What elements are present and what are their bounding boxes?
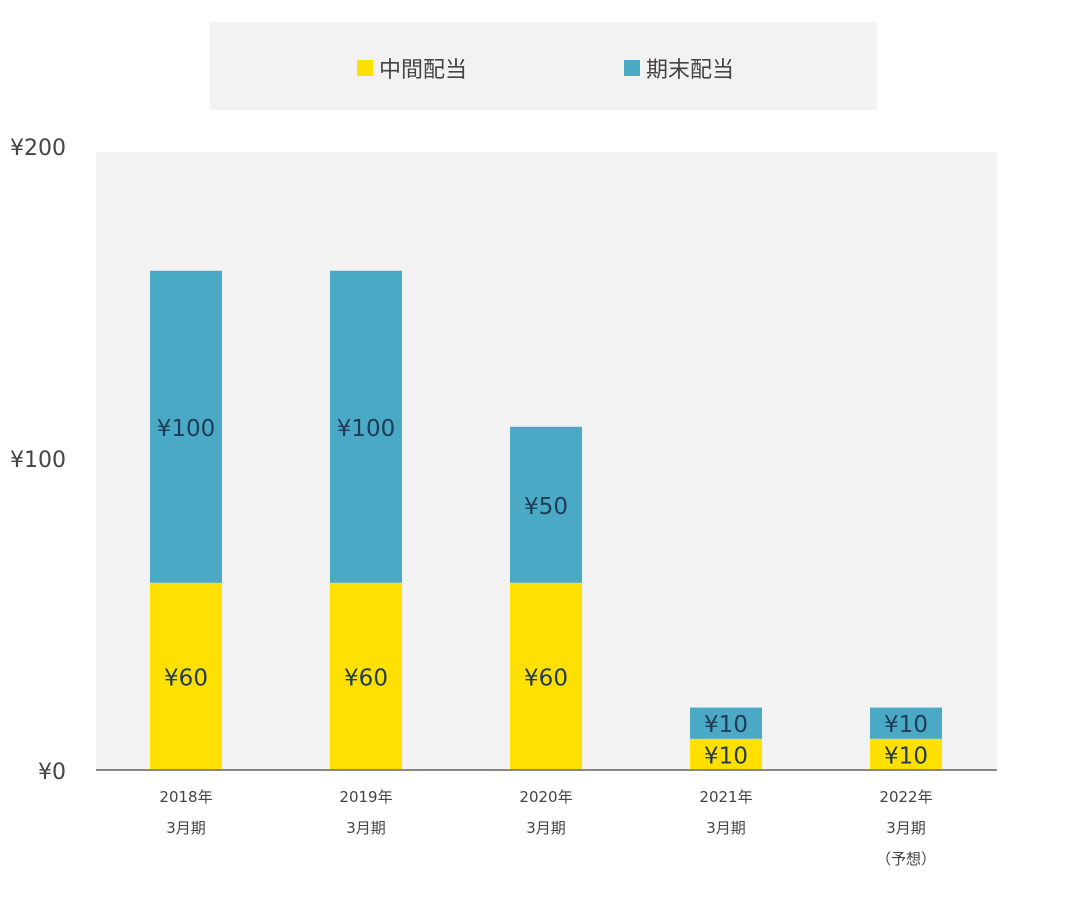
bar-segment	[510, 582, 582, 770]
data-label: ¥60	[164, 665, 208, 691]
x-tick-label: 2018年	[159, 788, 212, 806]
data-label: ¥10	[704, 712, 748, 738]
legend-item-yearend: 期末配当	[624, 52, 734, 84]
data-label: ¥10	[884, 743, 928, 769]
x-tick-label: 2021年	[699, 788, 752, 806]
legend-label-yearend: 期末配当	[646, 58, 735, 83]
x-tick-label: 3月期	[166, 819, 206, 837]
bar-segment	[510, 426, 582, 583]
bar-segment	[150, 582, 222, 770]
x-tick-label: 3月期	[706, 819, 746, 837]
bar-segment	[690, 707, 762, 739]
data-label: ¥100	[337, 416, 396, 442]
y-tick-label: ¥200	[10, 136, 66, 161]
bar-segment	[870, 738, 942, 770]
x-tick-label: 2020年	[519, 788, 572, 806]
y-tick-label: ¥100	[10, 448, 66, 473]
x-tick-label: （予想）	[876, 850, 936, 868]
data-label: ¥60	[344, 665, 388, 691]
data-label: ¥60	[524, 665, 568, 691]
legend-swatch-yearend	[624, 60, 640, 76]
data-label: ¥10	[884, 712, 928, 738]
bar-segment	[330, 270, 402, 583]
data-label: ¥50	[524, 494, 568, 520]
data-label: ¥100	[157, 416, 216, 442]
legend-item-interim: 中間配当	[357, 52, 467, 84]
x-tick-label: 2019年	[339, 788, 392, 806]
bar-segment	[330, 582, 402, 770]
legend-label-interim: 中間配当	[379, 58, 468, 83]
bar-segment	[690, 738, 762, 770]
data-label: ¥10	[704, 743, 748, 769]
bar-segment	[870, 707, 942, 739]
legend: 中間配当 期末配当	[210, 22, 877, 110]
legend-swatch-interim	[357, 60, 373, 76]
x-tick-label: 3月期	[886, 819, 926, 837]
x-tick-label: 3月期	[526, 819, 566, 837]
x-tick-label: 2022年	[879, 788, 932, 806]
x-tick-label: 3月期	[346, 819, 386, 837]
y-tick-label: ¥0	[38, 760, 66, 785]
bar-segment	[150, 270, 222, 583]
